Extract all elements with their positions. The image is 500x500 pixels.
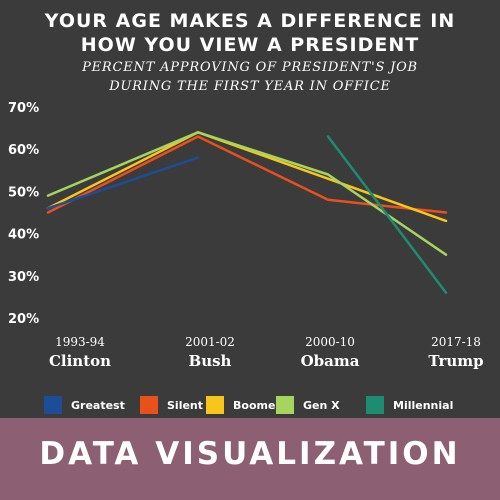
x-tick-president-label: Trump (428, 352, 483, 370)
legend-label: Boomer (233, 398, 281, 412)
legend-swatch (276, 396, 294, 414)
chart-legend: Greatest Silent Boomer Gen X Millennial (44, 396, 484, 414)
series-line-boomer (46, 131, 448, 223)
legend-swatch (206, 396, 224, 414)
x-tick-president-label: Clinton (49, 352, 111, 370)
x-tick-president-label: Bush (189, 352, 232, 370)
legend-label: Silent (167, 398, 204, 412)
legend-label: Millennial (393, 398, 454, 412)
legend-swatch (44, 396, 62, 414)
series-line-millennial (326, 135, 448, 294)
legend-label: Greatest (71, 398, 125, 412)
line-chart: 70% 60% 50% 40% 30% 20% 1993-94 Clinton 2001-02 B… (8, 101, 484, 370)
series-line-silent (46, 135, 448, 214)
legend-item-millennial: Millennial (366, 396, 453, 414)
x-tick-years-label: 2001-02 (185, 335, 235, 349)
y-tick-label: 50% (8, 185, 39, 200)
x-tick-president-label: Obama (301, 352, 360, 370)
y-tick-label: 40% (8, 228, 39, 243)
x-tick-years-label: 2017-18 (431, 335, 481, 349)
y-tick-label: 70% (8, 101, 39, 116)
y-tick-label: 30% (8, 270, 39, 285)
legend-item-gen-x: Gen X (276, 396, 340, 414)
x-tick-years-label: 1993-94 (55, 335, 105, 349)
x-tick-years-label: 2000-10 (305, 335, 355, 349)
chart-subtitle-line-1: PERCENT APPROVING OF PRESIDENT'S JOB (82, 60, 418, 75)
legend-label: Gen X (303, 398, 340, 412)
y-tick-label: 20% (8, 312, 39, 327)
legend-item-silent: Silent (140, 396, 203, 414)
series-line-greatest (46, 156, 200, 210)
chart-title-line-1: YOUR AGE MAKES A DIFFERENCE IN (44, 10, 456, 32)
legend-item-boomer: Boomer (206, 396, 281, 414)
chart-subtitle-line-2: DURING THE FIRST YEAR IN OFFICE (109, 79, 391, 94)
legend-swatch (140, 396, 158, 414)
category-banner (0, 418, 500, 500)
legend-item-greatest: Greatest (44, 396, 125, 414)
chart-title-line-2: HOW YOU VIEW A PRESIDENT (80, 34, 420, 56)
legend-swatch (366, 396, 384, 414)
banner-label: DATA VISUALIZATION (39, 436, 461, 472)
y-tick-label: 60% (8, 143, 39, 158)
